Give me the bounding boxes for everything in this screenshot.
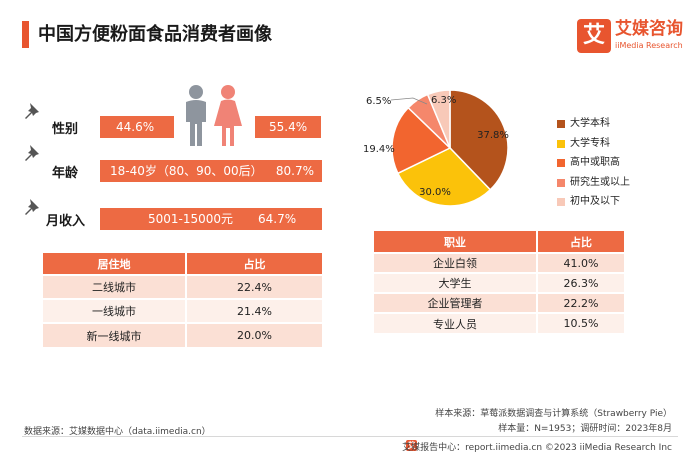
pie-data-label: 19.4% [363, 144, 395, 155]
legend-label: 大学本科 [570, 118, 610, 129]
legend-swatch [557, 120, 565, 128]
occupation-table: 职业 占比 企业白领 41.0% 大学生 26.3% 企业管理者 22.2% 专… [374, 231, 624, 333]
table-cell: 22.4% [185, 274, 322, 299]
legend-label: 高中或职高 [570, 157, 620, 168]
legend-label: 初中及以下 [570, 196, 620, 207]
pie-slice [449, 89, 509, 191]
gender-female-bar: 44.6% [100, 116, 174, 138]
age-label: 年龄 [52, 166, 79, 181]
title-accent-bar [22, 21, 29, 48]
legend-label: 大学专科 [570, 137, 610, 149]
table-cell: 企业管理者 [374, 292, 537, 313]
table-header-cell: 占比 [185, 253, 322, 275]
education-pie-chart: 37.8% 30.0% 19.4% 6.5% 6.3% [363, 89, 509, 207]
legend-swatch [557, 159, 565, 167]
pin-icon [25, 145, 39, 161]
table-row: 企业管理者 22.2% [374, 292, 624, 313]
table-header-row: 居住地 占比 [43, 253, 322, 275]
age-bar: 18-40岁（80、90、00后） 80.7% [100, 160, 322, 182]
pin-icon [25, 103, 39, 119]
table-cell: 大学生 [374, 272, 537, 293]
table-header-cell: 职业 [374, 231, 537, 253]
table-cell: 41.0% [536, 252, 624, 273]
page-title: 中国方便粉面食品消费者画像 [38, 24, 272, 45]
pie-leader-line [390, 97, 428, 105]
table-cell: 21.4% [185, 298, 322, 323]
pie-slice [391, 106, 452, 175]
logo-text-en: iiMedia Research [615, 41, 683, 50]
iimedia-logo-icon: 艾 [577, 19, 611, 53]
pin-icon [25, 199, 39, 215]
table-cell: 一线城市 [43, 298, 186, 323]
table-row: 二线城市 22.4% [43, 274, 322, 299]
footer-logo-icon: 艾 [406, 440, 417, 451]
income-pct-text: 64.7% [258, 212, 297, 226]
pie-data-label: 6.5% [366, 96, 391, 107]
income-label: 月收入 [46, 214, 86, 229]
pie-slice [426, 89, 451, 149]
table-cell: 10.5% [536, 312, 624, 333]
legend-label: 研究生或以上 [570, 176, 630, 188]
logo-text-cn: 艾媒咨询 [615, 19, 683, 39]
male-figure-icon [186, 85, 206, 146]
female-figure-icon [214, 85, 242, 146]
table-cell: 二线城市 [43, 274, 186, 299]
copyright-text: 艾媒报告中心：report.iimedia.cn ©2023 iiMedia R… [402, 443, 672, 453]
age-pct-text: 80.7% [275, 164, 314, 178]
pie-data-label: 6.3% [431, 95, 456, 106]
legend-swatch [557, 178, 565, 187]
pie-labels: 37.8% 30.0% 19.4% 6.5% 6.3% [363, 95, 509, 198]
table-cell: 专业人员 [374, 312, 537, 333]
legend-swatch [557, 198, 565, 206]
pie-data-label: 37.8% [477, 130, 509, 141]
income-range-text: 5001-15000元 [148, 212, 234, 226]
table-cell: 新一线城市 [43, 322, 186, 347]
pie-slices [391, 89, 509, 207]
footer-divider [22, 436, 678, 437]
residence-table: 居住地 占比 二线城市 22.4% 一线城市 21.4% 新一线城市 20.0% [43, 253, 322, 347]
table-cell: 企业白领 [374, 252, 537, 273]
legend-swatch [557, 139, 565, 148]
gender-male-bar: 55.4% [255, 116, 321, 138]
sample-source-text: 样本来源：草莓派数据调查与计算系统（Strawberry Pie） [435, 409, 672, 419]
table-cell: 20.0% [185, 322, 322, 347]
table-header-cell: 占比 [536, 231, 624, 253]
table-row: 新一线城市 20.0% [43, 322, 322, 347]
table-cell: 22.2% [536, 292, 624, 313]
pie-data-label: 30.0% [419, 187, 451, 198]
age-range-text: 18-40岁（80、90、00后） [110, 164, 263, 178]
table-row: 大学生 26.3% [374, 272, 624, 293]
table-header-cell: 居住地 [43, 253, 186, 275]
table-row: 一线城市 21.4% [43, 298, 322, 323]
table-cell: 26.3% [536, 272, 624, 293]
data-source-text: 数据来源：艾媒数据中心（data.iimedia.cn） [24, 427, 211, 437]
income-bar: 5001-15000元 64.7% [100, 208, 322, 230]
gender-label: 性别 [52, 122, 79, 137]
sample-meta-text: 样本量：N=1953；调研时间：2023年8月 [498, 424, 672, 434]
table-row: 企业白领 41.0% [374, 252, 624, 273]
table-row: 专业人员 10.5% [374, 312, 624, 333]
table-header-row: 职业 占比 [374, 231, 624, 253]
